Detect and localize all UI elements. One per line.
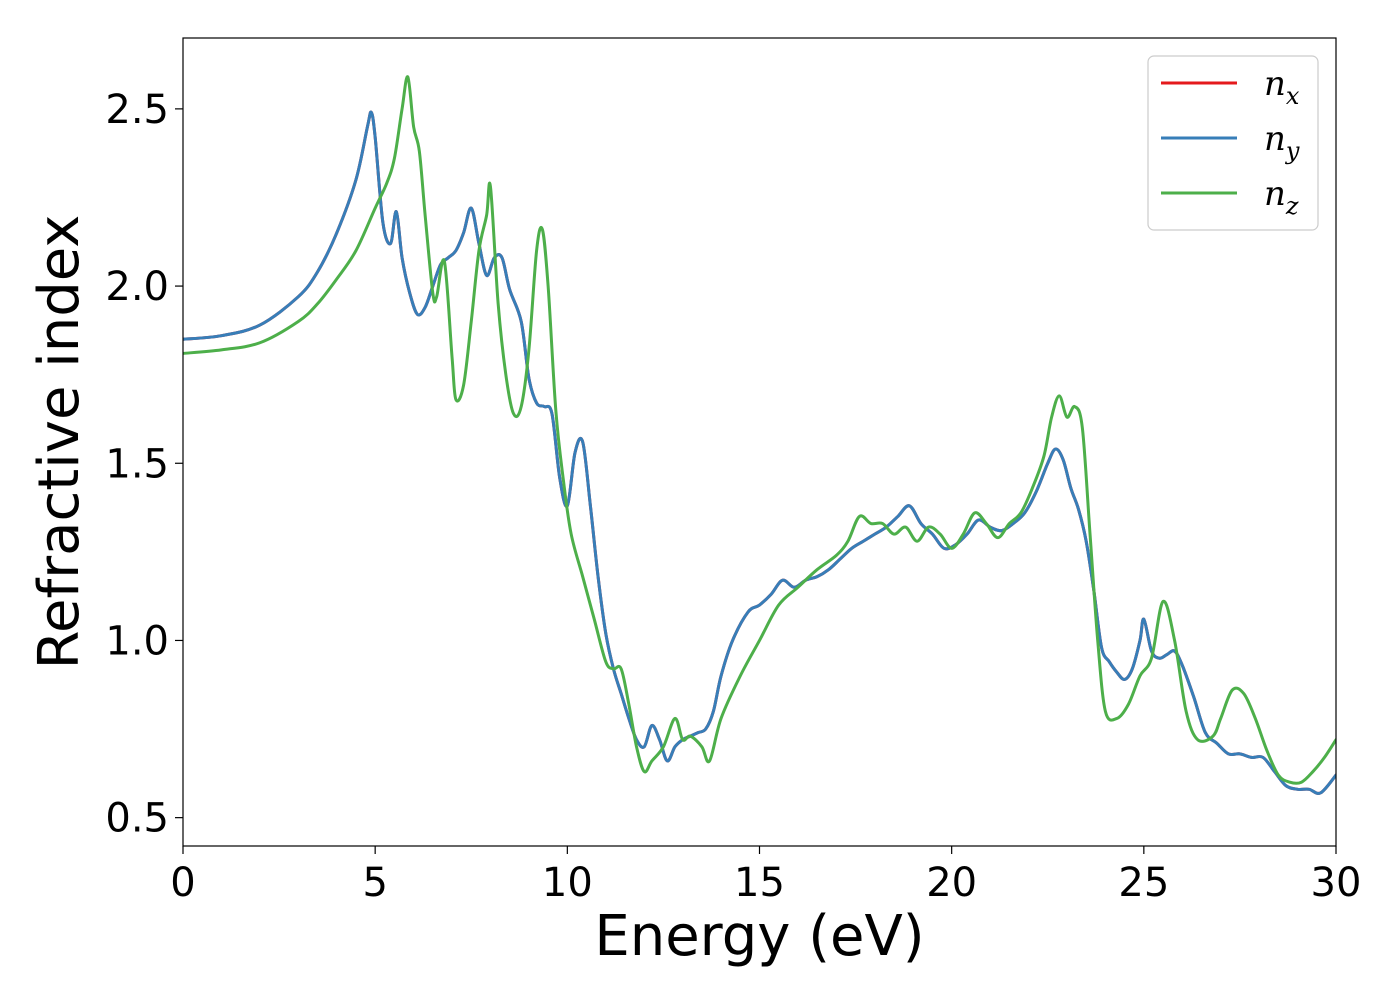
series-line-y <box>183 110 1336 795</box>
legend-item-y: ny <box>1161 119 1300 165</box>
y-tick-label: 0.5 <box>105 796 169 842</box>
y-tick-label: 2.0 <box>105 264 169 310</box>
legend-item-z: nz <box>1161 174 1299 220</box>
series-layer <box>183 75 1336 795</box>
legend: nx ny nz <box>1147 55 1319 231</box>
series-line-z <box>183 75 1336 785</box>
x-tick-label: 0 <box>170 860 195 906</box>
y-axis-label: Refractive index <box>27 215 92 670</box>
x-axis-label: Energy (eV) <box>594 904 924 969</box>
x-tick-label: 25 <box>1118 860 1169 906</box>
x-tick-label: 30 <box>1311 860 1362 906</box>
x-tick-label: 15 <box>734 860 785 906</box>
legend-box <box>1147 55 1319 231</box>
x-tick-label: 20 <box>926 860 977 906</box>
legend-item-x: nx <box>1161 64 1300 110</box>
x-tick-label: 5 <box>362 860 387 906</box>
legend-label: nx <box>1264 64 1300 110</box>
x-tick-label: 10 <box>542 860 593 906</box>
y-tick-label: 1.0 <box>105 618 169 664</box>
ticks-layer: 0 5 10 15 20 25 30 0.5 1.0 1.5 2.0 2.5 <box>105 87 1361 906</box>
legend-label: ny <box>1264 119 1300 165</box>
legend-label: nz <box>1264 174 1299 220</box>
y-tick-label: 2.5 <box>105 87 169 133</box>
y-tick-label: 1.5 <box>105 441 169 487</box>
